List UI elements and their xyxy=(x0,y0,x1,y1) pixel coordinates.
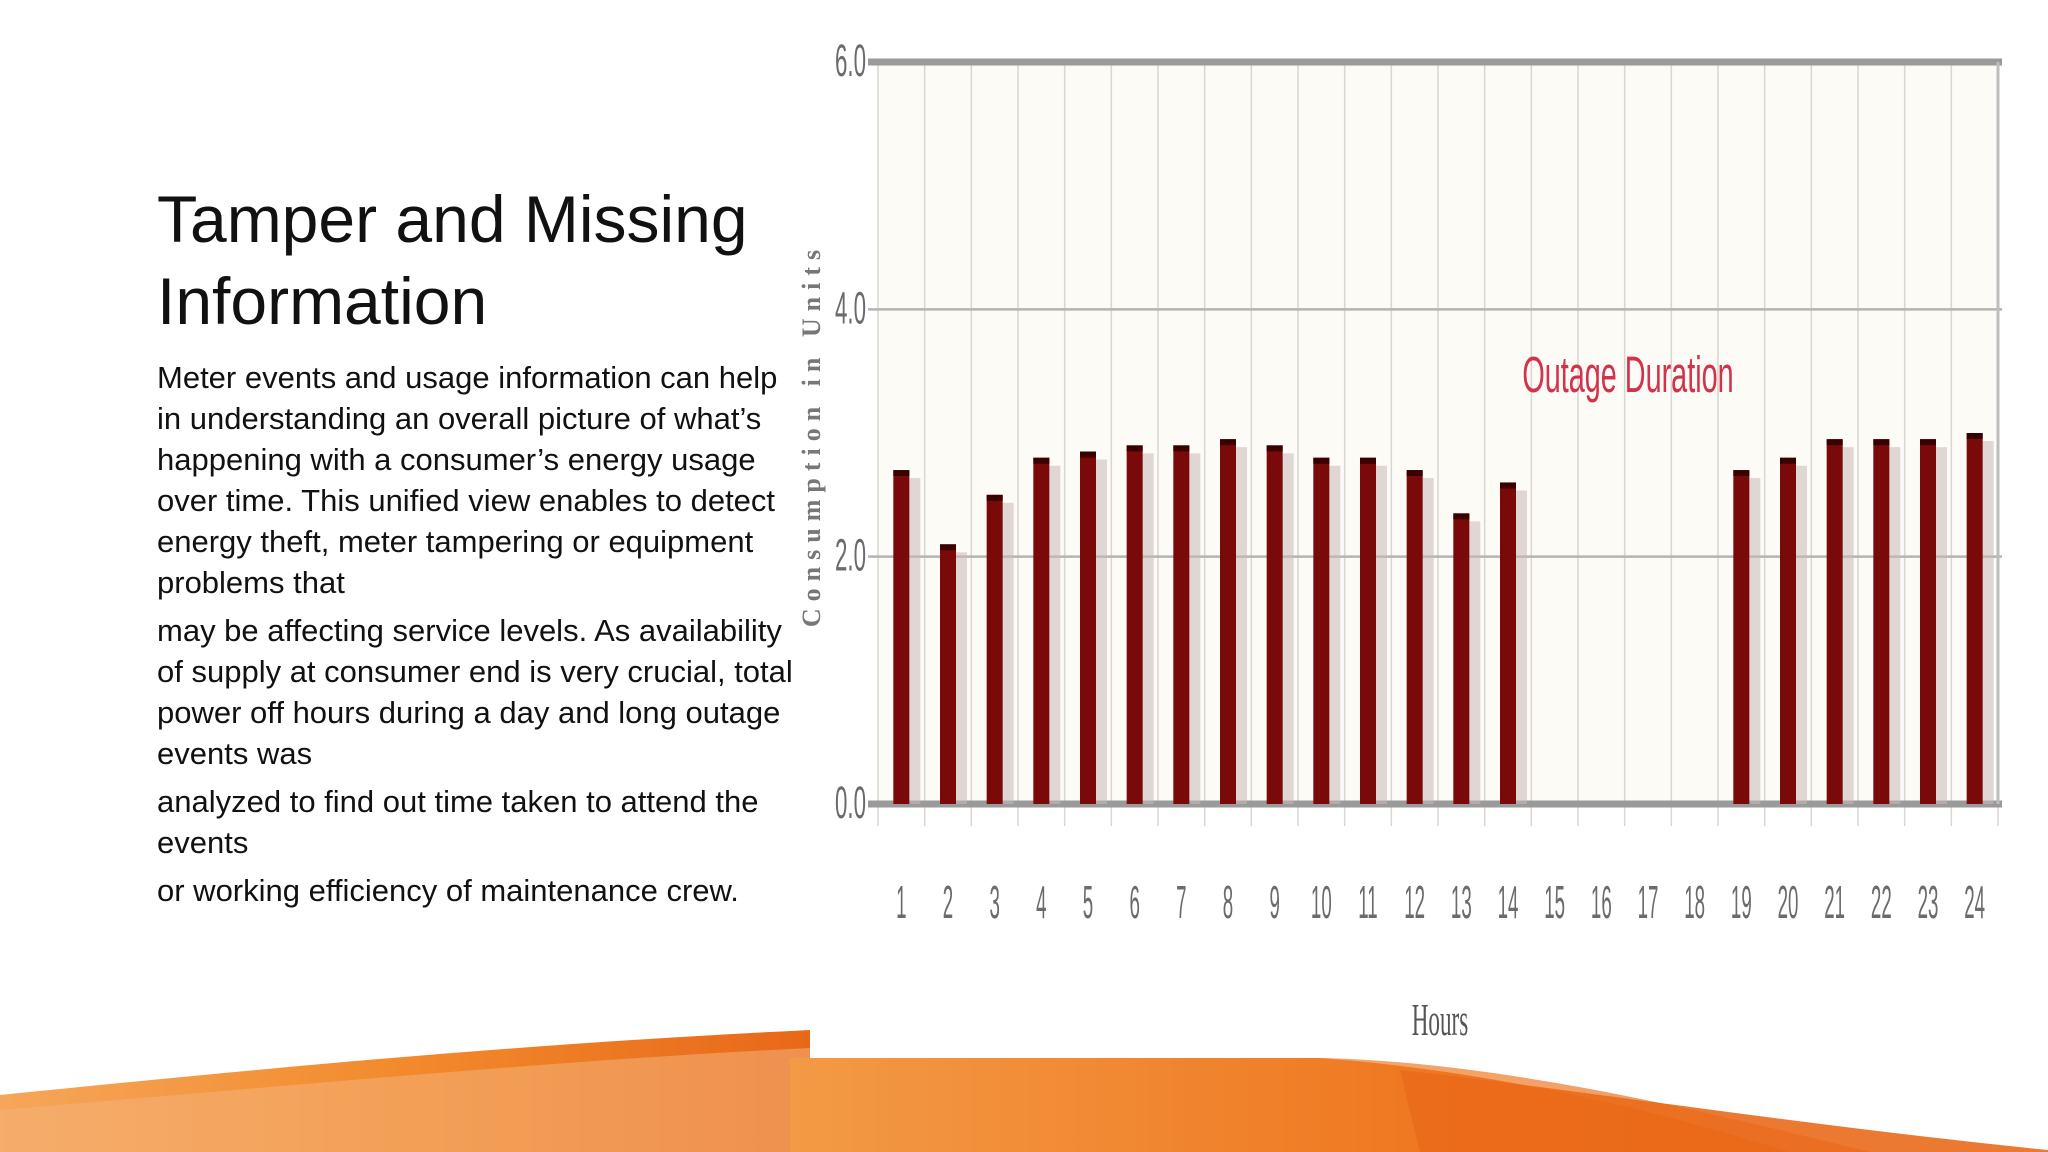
bar xyxy=(1220,439,1236,804)
bar xyxy=(1500,482,1516,804)
body-paragraph: analyzed to find out time taken to atten… xyxy=(157,784,759,860)
x-tick-label: 20 xyxy=(1778,877,1799,928)
y-tick-label: 6.0 xyxy=(835,35,866,86)
bar-cap xyxy=(1173,445,1190,452)
bar-cap xyxy=(1126,445,1143,452)
bar-cap xyxy=(1406,470,1423,477)
bar xyxy=(1266,445,1283,804)
x-tick-label: 5 xyxy=(1083,877,1093,928)
x-tick-label: 7 xyxy=(1176,877,1186,928)
x-tick-label: 24 xyxy=(1964,877,1985,928)
bar-cap xyxy=(1920,439,1936,446)
bar xyxy=(1033,457,1050,804)
x-tick-label: 18 xyxy=(1684,877,1705,928)
slide-body: Meter events and usage information can h… xyxy=(157,357,807,918)
bar xyxy=(1313,457,1330,804)
x-tick-labels: 1 2 3 4 5 6 7 8 9 10 11 12 13 14 15 16 17 18 19 20 21 22 23 24 xyxy=(896,877,1985,928)
x-tick-label: 10 xyxy=(1311,877,1332,928)
x-tick-label: 17 xyxy=(1638,877,1659,928)
bar xyxy=(1080,451,1096,804)
bar-cap xyxy=(1033,457,1050,464)
x-axis-label: Hours xyxy=(1412,995,1469,1046)
y-tick-label: 4.0 xyxy=(835,283,866,334)
bar-cap xyxy=(1500,482,1516,489)
body-paragraph: may be affecting service levels. As avai… xyxy=(157,613,793,771)
hourly-consumption-chart: 1 2 3 4 5 6 7 8 9 10 11 12 13 14 15 16 17 18 19 20 21 22 23 24 … xyxy=(797,35,2002,1046)
bar-cap xyxy=(1453,513,1470,520)
x-tick-label: 14 xyxy=(1498,877,1519,928)
bar xyxy=(1173,445,1190,804)
bar-cap xyxy=(986,494,1003,501)
bar-cap xyxy=(1080,451,1096,458)
x-tick-label: 22 xyxy=(1871,877,1892,928)
y-tick-label: 0.0 xyxy=(835,777,866,828)
bar xyxy=(893,470,910,804)
bar-cap xyxy=(1966,433,1983,439)
bar-cap xyxy=(1873,439,1890,446)
body-paragraph: Meter events and usage information can h… xyxy=(157,360,778,600)
vertical-gridlines xyxy=(877,62,1999,826)
x-tick-label: 3 xyxy=(989,877,999,928)
x-tick-label: 15 xyxy=(1544,877,1565,928)
x-tick-label: 13 xyxy=(1451,877,1472,928)
x-tick-label: 4 xyxy=(1036,877,1046,928)
bar xyxy=(1406,470,1423,804)
bar xyxy=(1966,433,1983,804)
x-tick-label: 19 xyxy=(1731,877,1752,928)
bar-cap xyxy=(1826,439,1843,446)
bar-cap xyxy=(940,544,956,551)
bar-cap xyxy=(1780,457,1796,464)
bar xyxy=(986,494,1003,804)
x-tick-label: 23 xyxy=(1918,877,1939,928)
x-tick-label: 9 xyxy=(1269,877,1279,928)
orange-wave-decoration xyxy=(0,1030,2048,1152)
bar xyxy=(1360,457,1376,804)
bar-cap xyxy=(893,470,910,477)
x-tick-label: 11 xyxy=(1358,877,1377,928)
x-tick-label: 2 xyxy=(943,877,953,928)
bar-cap xyxy=(1733,470,1750,477)
x-tick-label: 21 xyxy=(1824,877,1845,928)
x-tick-label: 6 xyxy=(1129,877,1139,928)
bar xyxy=(1873,439,1890,804)
bar-cap xyxy=(1360,457,1376,464)
bar xyxy=(1920,439,1936,804)
slide-title: Tamper and Missing Information xyxy=(157,182,748,338)
bar-cap xyxy=(1313,457,1330,464)
outage-duration-annotation: Outage Duration xyxy=(1522,345,1733,403)
bar xyxy=(1826,439,1843,804)
x-tick-label: 12 xyxy=(1404,877,1425,928)
bar xyxy=(940,544,956,804)
y-axis-label: Consumption in Units xyxy=(797,243,826,627)
y-tick-label: 2.0 xyxy=(835,530,866,581)
x-tick-label: 8 xyxy=(1223,877,1233,928)
bars xyxy=(893,433,1994,804)
bar-cap xyxy=(1220,439,1236,446)
bar xyxy=(1453,513,1470,804)
bar xyxy=(1126,445,1143,804)
x-tick-label: 1 xyxy=(896,877,906,928)
y-tick-labels: 0.0 2.0 4.0 6.0 xyxy=(835,35,866,828)
x-tick-label: 16 xyxy=(1591,877,1612,928)
body-paragraph: or working efficiency of maintenance cre… xyxy=(157,873,739,908)
bar xyxy=(1780,457,1796,804)
bar-cap xyxy=(1266,445,1283,452)
bar xyxy=(1733,470,1750,804)
